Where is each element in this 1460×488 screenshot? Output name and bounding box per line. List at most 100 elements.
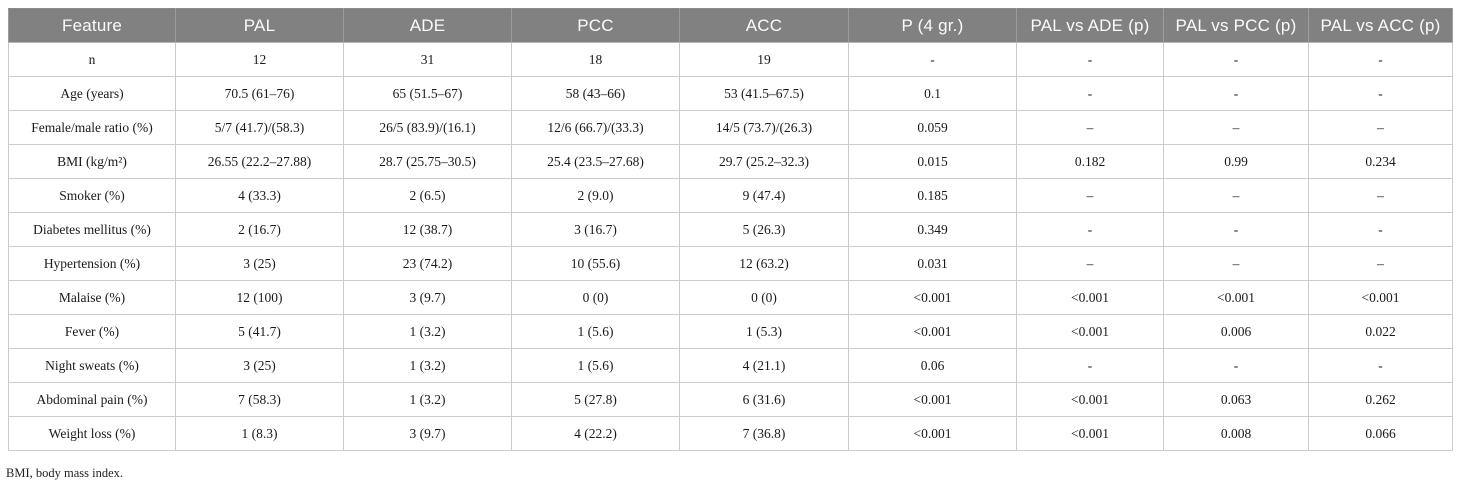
value-cell: 14/5 (73.7)/(26.3) (679, 110, 849, 145)
value-cell: 0.262 (1308, 382, 1453, 417)
value-cell: 2 (9.0) (511, 178, 680, 213)
value-cell: 58 (43–66) (511, 76, 680, 111)
value-cell: <0.001 (1016, 280, 1164, 315)
value-cell: – (1016, 246, 1164, 281)
table-row: Fever (%) 5 (41.7) 1 (3.2) 1 (5.6) 1 (5.3) <0… (8, 314, 1453, 349)
comparison-table-container: Feature PAL ADE PCC ACC P (4 gr.) PAL vs ADE (… (8, 8, 1453, 451)
value-cell: – (1016, 178, 1164, 213)
value-cell: 3 (9.7) (343, 280, 512, 315)
value-cell: - (1016, 348, 1164, 383)
value-cell: - (1016, 76, 1164, 111)
value-cell: - (1308, 348, 1453, 383)
value-cell: 4 (33.3) (175, 178, 344, 213)
table-footnote: BMI, body mass index. (6, 466, 124, 480)
value-cell: <0.001 (1016, 416, 1164, 451)
feature-cell: Malaise (%) (8, 280, 176, 315)
column-header: ADE (343, 8, 512, 43)
value-cell: 0.066 (1308, 416, 1453, 451)
value-cell: 12/6 (66.7)/(33.3) (511, 110, 680, 145)
column-header: P (4 gr.) (848, 8, 1017, 43)
value-cell: 18 (511, 42, 680, 77)
value-cell: 0.063 (1163, 382, 1309, 417)
value-cell: 23 (74.2) (343, 246, 512, 281)
value-cell: <0.001 (848, 280, 1017, 315)
feature-cell: Diabetes mellitus (%) (8, 212, 176, 247)
feature-cell: Fever (%) (8, 314, 176, 349)
table-body: n 12 31 18 19- - - - Age (years) 70.5 (61–76) 65 (… (8, 42, 1453, 451)
table-row: Smoker (%) 4 (33.3) 2 (6.5) 2 (9.0) 9 (47.4)… (8, 178, 1453, 213)
value-cell: 0.059 (848, 110, 1017, 145)
value-cell: 0.031 (848, 246, 1017, 281)
value-cell: 65 (51.5–67) (343, 76, 512, 111)
feature-cell: Age (years) (8, 76, 176, 111)
value-cell: 0.06 (848, 348, 1017, 383)
value-cell: 12 (100) (175, 280, 344, 315)
value-cell: 12 (175, 42, 344, 77)
value-cell: 70.5 (61–76) (175, 76, 344, 111)
value-cell: 7 (36.8) (679, 416, 849, 451)
value-cell: 1 (5.3) (679, 314, 849, 349)
feature-cell: Hypertension (%) (8, 246, 176, 281)
value-cell: 5 (41.7) (175, 314, 344, 349)
column-header: PAL (175, 8, 344, 43)
value-cell: 0.1 (848, 76, 1017, 111)
feature-cell: Female/male ratio (%) (8, 110, 176, 145)
feature-cell: Night sweats (%) (8, 348, 176, 383)
value-cell: - (1163, 42, 1309, 77)
table-row: Weight loss (%) 1 (8.3) 3 (9.7) 4 (22.2) 7 (… (8, 416, 1453, 451)
value-cell: 1 (5.6) (511, 314, 680, 349)
table-row: Age (years) 70.5 (61–76) 65 (51.5–67) 58 (4… (8, 76, 1453, 111)
table-row: Malaise (%) 12 (100) 3 (9.7) 0 (0) 0 (0) <0.0… (8, 280, 1453, 315)
value-cell: 4 (22.2) (511, 416, 680, 451)
value-cell: 1 (8.3) (175, 416, 344, 451)
value-cell: - (1163, 76, 1309, 111)
column-header: ACC (679, 8, 849, 43)
value-cell: 3 (25) (175, 348, 344, 383)
value-cell: 6 (31.6) (679, 382, 849, 417)
value-cell: – (1308, 246, 1453, 281)
column-header: PAL vs ACC (p) (1308, 8, 1453, 43)
value-cell: 0.185 (848, 178, 1017, 213)
table-row: BMI (kg/m²) 26.55 (22.2–27.88) 28.7 (25.75… (8, 144, 1453, 179)
value-cell: 28.7 (25.75–30.5) (343, 144, 512, 179)
value-cell: 12 (63.2) (679, 246, 849, 281)
value-cell: 9 (47.4) (679, 178, 849, 213)
table-row: Abdominal pain (%) 7 (58.3) 1 (3.2) 5 (27.8… (8, 382, 1453, 417)
table-row: Diabetes mellitus (%) 2 (16.7) 12 (38.7) 3 … (8, 212, 1453, 247)
value-cell: – (1308, 178, 1453, 213)
value-cell: <0.001 (1016, 382, 1164, 417)
value-cell: – (1163, 246, 1309, 281)
column-header: PCC (511, 8, 680, 43)
value-cell: 3 (16.7) (511, 212, 680, 247)
value-cell: 2 (6.5) (343, 178, 512, 213)
value-cell: <0.001 (848, 314, 1017, 349)
value-cell: – (1308, 110, 1453, 145)
value-cell: 3 (9.7) (343, 416, 512, 451)
value-cell: 0.234 (1308, 144, 1453, 179)
value-cell: <0.001 (1308, 280, 1453, 315)
value-cell: - (1308, 212, 1453, 247)
value-cell: - (1163, 212, 1309, 247)
value-cell: - (848, 42, 1017, 77)
value-cell: - (1016, 42, 1164, 77)
table-header-row: Feature PAL ADE PCC ACC P (4 gr.) PAL vs ADE (… (8, 8, 1453, 43)
value-cell: 5/7 (41.7)/(58.3) (175, 110, 344, 145)
value-cell: – (1163, 110, 1309, 145)
value-cell: - (1308, 76, 1453, 111)
value-cell: 26.55 (22.2–27.88) (175, 144, 344, 179)
value-cell: 0 (0) (679, 280, 849, 315)
value-cell: 2 (16.7) (175, 212, 344, 247)
value-cell: <0.001 (848, 416, 1017, 451)
value-cell: 12 (38.7) (343, 212, 512, 247)
feature-cell: Abdominal pain (%) (8, 382, 176, 417)
value-cell: 26/5 (83.9)/(16.1) (343, 110, 512, 145)
value-cell: 25.4 (23.5–27.68) (511, 144, 680, 179)
feature-cell: n (8, 42, 176, 77)
value-cell: 1 (5.6) (511, 348, 680, 383)
value-cell: 1 (3.2) (343, 348, 512, 383)
value-cell: - (1163, 348, 1309, 383)
column-header: PAL vs ADE (p) (1016, 8, 1164, 43)
feature-cell: Weight loss (%) (8, 416, 176, 451)
table-row: Female/male ratio (%) 5/7 (41.7)/(58.3) 26… (8, 110, 1453, 145)
